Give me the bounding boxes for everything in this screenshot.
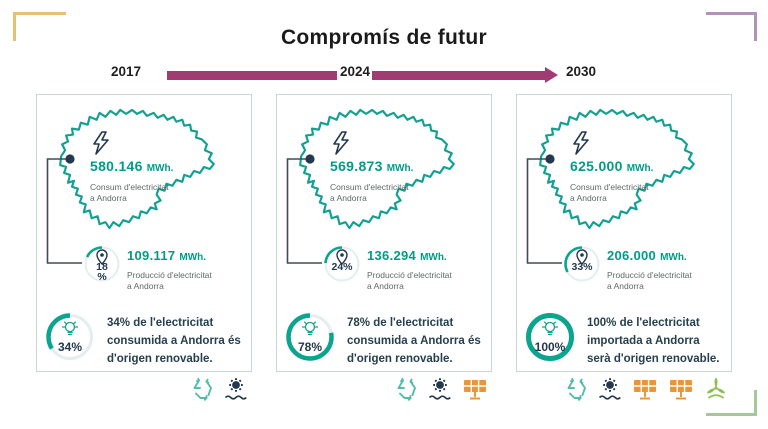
consumption-label: Consum d'electricitat: [570, 182, 649, 192]
solar-panel-icon: [464, 380, 486, 400]
renewable-percentage: 78%: [297, 340, 323, 354]
production-label: Producció d'electricitat: [127, 270, 212, 280]
renewable-percentage: 100%: [534, 340, 566, 354]
production-progress-arc: [564, 246, 600, 282]
production-block: 206.000 MWh. Producció d'electricitat a An…: [607, 248, 692, 291]
production-progress-arc: [84, 246, 120, 282]
sun-over-water-icon: [428, 378, 451, 400]
consumption-value: 625.000: [570, 158, 623, 174]
renewable-progress-arc: [526, 313, 574, 361]
corner-decoration-top-left: [13, 12, 66, 41]
sun-over-water-icon: [598, 378, 621, 400]
renewable-statement: 100% de l'electricitat importada a Andor…: [587, 317, 720, 365]
light-bulb-icon: [61, 321, 79, 336]
production-unit: MWh.: [420, 252, 447, 263]
consumption-unit: MWh.: [386, 163, 414, 174]
renewable-percentage: 34%: [57, 340, 83, 354]
timeline-arrow-icon: [545, 67, 558, 83]
panel-2017: 580.146 MWh. Consum d'electricitat a Andor…: [36, 94, 252, 372]
consumption-label: Consum d'electricitat: [330, 182, 409, 192]
consumption-block: 580.146 MWh. Consum d'electricitat a Andor…: [90, 158, 174, 203]
lightning-bolt-icon: [333, 131, 349, 155]
production-percentage: 24%: [331, 261, 353, 273]
recycle-icon: [567, 377, 586, 401]
timeline-bar-2: [372, 71, 545, 80]
renewable-statement: 34% de l'electricitat consumida a Andorr…: [107, 317, 241, 365]
consumption-label: Consum d'electricitat: [90, 182, 169, 192]
renewable-gauge: 34%: [45, 312, 95, 362]
timeline-year-2024: 2024: [340, 64, 371, 79]
consumption-unit: MWh.: [146, 163, 174, 174]
consumption-block: 625.000 MWh. Consum d'electricitat a Andor…: [570, 158, 654, 203]
consumption-unit: MWh.: [626, 163, 654, 174]
panel-2024: 569.873 MWh. Consum d'electricitat a Andor…: [276, 94, 492, 372]
lightning-bolt-icon: [573, 131, 589, 155]
production-label: Producció d'electricitat: [607, 270, 692, 280]
production-value: 206.000: [607, 248, 657, 263]
production-value: 136.294: [367, 248, 417, 263]
light-bulb-icon: [541, 321, 559, 336]
location-pin-icon: [96, 249, 108, 265]
corner-decoration-top-right: [706, 12, 757, 41]
renewable-gauge: 100%: [525, 312, 575, 362]
production-unit: MWh.: [660, 252, 687, 263]
sun-over-water-icon: [224, 378, 247, 400]
production-block: 136.294 MWh. Producció d'electricitat a An…: [367, 248, 452, 291]
production-percentage: 18%: [96, 261, 108, 283]
energy-icons-2030: [516, 374, 730, 404]
production-block: 109.117 MWh. Producció d'electricitat a An…: [127, 248, 212, 291]
renewable-statement: 78% de l'electricitat consumida a Andorr…: [347, 317, 481, 365]
lightning-bolt-icon: [93, 131, 109, 155]
light-bulb-icon: [301, 321, 319, 336]
production-gauge: 18%: [83, 245, 121, 283]
timeline-bar-1: [167, 71, 337, 80]
solar-panel-icon: [670, 380, 692, 400]
panel-2030: 625.000 MWh. Consum d'electricitat a Andor…: [516, 94, 732, 372]
timeline-year-2017: 2017: [111, 64, 142, 79]
timeline-year-2030: 2030: [566, 64, 597, 79]
renewable-progress-arc: [46, 313, 94, 361]
production-progress-arc: [324, 246, 360, 282]
wind-turbine-icon: [706, 377, 726, 399]
consumption-value: 569.873: [330, 158, 383, 174]
production-unit: MWh.: [179, 252, 207, 263]
renewable-progress-arc: [286, 313, 334, 361]
corner-decoration-bottom-right: [706, 390, 757, 416]
energy-icons-2024: [276, 374, 490, 404]
consumption-block: 569.873 MWh. Consum d'electricitat a Andor…: [330, 158, 414, 203]
location-pin-icon: [576, 249, 588, 265]
production-gauge: 24%: [323, 245, 361, 283]
production-value: 109.117: [127, 248, 176, 263]
recycle-icon: [397, 377, 416, 401]
page-title: Compromís de futur: [280, 26, 488, 49]
recycle-icon: [193, 377, 212, 401]
energy-icons-2017: [36, 374, 250, 404]
production-gauge: 33%: [563, 245, 601, 283]
production-label: Producció d'electricitat: [367, 270, 452, 280]
location-pin-icon: [336, 249, 348, 265]
production-percentage: 33%: [571, 261, 593, 273]
consumption-value: 580.146: [90, 158, 143, 174]
renewable-gauge: 78%: [285, 312, 335, 362]
solar-panel-icon: [634, 380, 656, 400]
